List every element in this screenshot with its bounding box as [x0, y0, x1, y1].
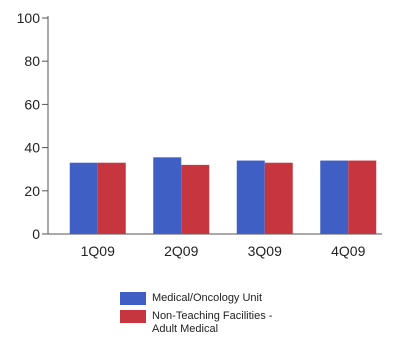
- legend-swatch-series-1: [120, 292, 146, 305]
- x-tick-label: 2Q09: [164, 243, 198, 259]
- bar-series-1-2Q09: [153, 157, 182, 234]
- bar-series-2-4Q09: [348, 160, 377, 234]
- bar-series-1-4Q09: [320, 160, 349, 234]
- bar-series-1-3Q09: [236, 160, 265, 234]
- y-tick-label: 20: [24, 183, 40, 199]
- x-tick-label: 4Q09: [331, 243, 365, 259]
- bar-series-1-1Q09: [69, 162, 98, 234]
- legend: Medical/Oncology Unit Non-Teaching Facil…: [120, 292, 350, 341]
- y-tick-label: 0: [32, 226, 40, 242]
- bar-series-2-3Q09: [264, 162, 293, 234]
- y-tick-label: 80: [24, 53, 40, 69]
- legend-swatch-series-2: [120, 310, 146, 323]
- y-tick-label: 100: [17, 10, 41, 26]
- x-tick-label: 1Q09: [81, 243, 115, 259]
- x-tick-label: 3Q09: [248, 243, 282, 259]
- legend-item-series-1: Medical/Oncology Unit: [120, 292, 350, 305]
- legend-label-series-2: Non-Teaching Facilities - Adult Medical: [152, 310, 273, 335]
- bar-series-2-2Q09: [181, 164, 210, 234]
- y-tick-label: 60: [24, 96, 40, 112]
- legend-label-series-1: Medical/Oncology Unit: [152, 292, 263, 304]
- legend-item-series-2: Non-Teaching Facilities - Adult Medical: [120, 310, 350, 336]
- bar-series-2-1Q09: [97, 162, 126, 234]
- y-tick-label: 40: [24, 140, 40, 156]
